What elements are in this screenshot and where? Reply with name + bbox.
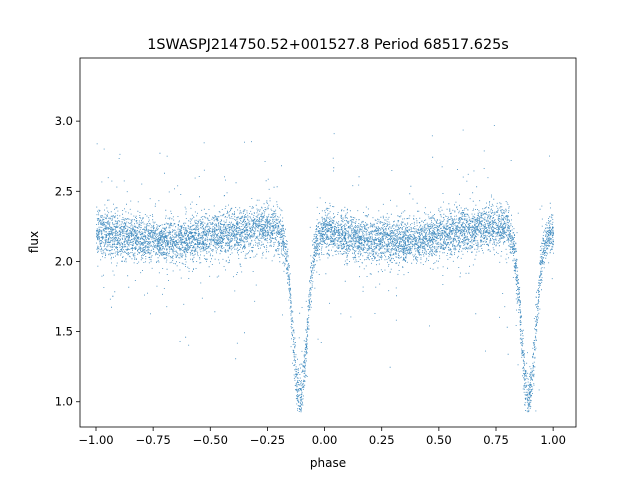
x-tick-label: −1.00 bbox=[78, 433, 113, 447]
y-tick-label: 1.0 bbox=[55, 395, 73, 409]
x-tick-label: 1.00 bbox=[540, 433, 566, 447]
y-tick-label: 1.5 bbox=[55, 325, 73, 339]
data-point-cloud bbox=[96, 125, 554, 413]
x-tick-label: −0.25 bbox=[250, 433, 285, 447]
y-axis-ticks: 1.0 1.5 2.0 2.5 3.0 bbox=[55, 114, 80, 409]
axes-frame bbox=[79, 57, 577, 428]
x-axis-label: phase bbox=[310, 456, 346, 470]
y-axis-label: flux bbox=[27, 231, 41, 253]
x-tick-label: 0.00 bbox=[312, 433, 338, 447]
x-tick-label: −0.50 bbox=[193, 433, 228, 447]
y-tick-label: 2.0 bbox=[55, 254, 73, 268]
x-tick-label: 0.25 bbox=[369, 433, 395, 447]
scatter-points bbox=[96, 125, 554, 413]
y-tick-label: 3.0 bbox=[55, 114, 73, 128]
chart-title: 1SWASPJ214750.52+001527.8 Period 68517.6… bbox=[147, 37, 509, 53]
y-tick-label: 2.5 bbox=[55, 184, 73, 198]
x-tick-label: 0.75 bbox=[483, 433, 509, 447]
x-tick-label: 0.50 bbox=[426, 433, 452, 447]
x-tick-label: −0.75 bbox=[136, 433, 171, 447]
x-axis-ticks: −1.00 −0.75 −0.50 −0.25 0.00 0.25 0.50 0.75 1.00 bbox=[78, 427, 566, 447]
